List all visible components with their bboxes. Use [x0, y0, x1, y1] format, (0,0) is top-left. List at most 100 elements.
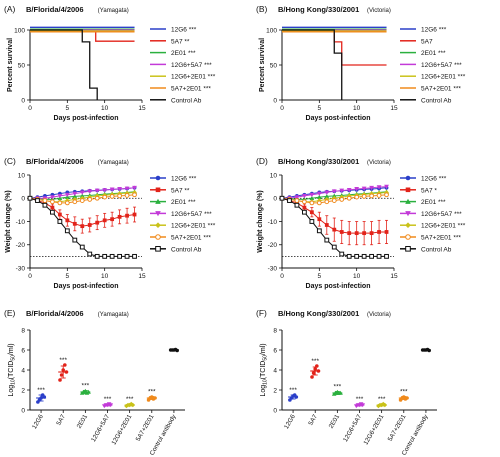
- data-point: [347, 231, 352, 236]
- y-tick-label: 100: [266, 27, 277, 34]
- y-tick-label: 0: [21, 196, 25, 203]
- data-point: [132, 253, 137, 259]
- x-tick-label: 12G6: [31, 413, 45, 430]
- x-tick-label: 5: [66, 273, 70, 280]
- data-point: [132, 192, 137, 198]
- data-point: [316, 200, 322, 206]
- data-point: [124, 193, 130, 198]
- legend-item: 2E01 ***: [400, 50, 446, 57]
- y-tick-label: -30: [16, 265, 26, 272]
- data-point: [309, 200, 315, 206]
- y-tick-label: 0: [21, 407, 25, 414]
- x-tick-label: 15: [138, 273, 146, 280]
- data-point: [354, 194, 360, 200]
- category-group: ***: [331, 384, 343, 396]
- weight-series: [280, 196, 389, 246]
- data-point: [316, 191, 322, 196]
- titer-panel: (E) B/Florida/4/2006 (Yamagata) 0 2 4 6 8 Log10(…: [4, 308, 185, 457]
- data-point: [109, 187, 115, 192]
- legend-label: 12G6 ***: [171, 27, 197, 34]
- y-axis-label: Log10(TCID50/ml): [8, 343, 17, 396]
- legend-marker: [405, 211, 411, 217]
- data-point: [331, 189, 337, 194]
- y-label-part: (TCID: [260, 361, 267, 380]
- legend-item: 5A7+2E01 ***: [150, 86, 211, 93]
- data-point: [384, 253, 389, 259]
- x-tick-label: 0: [28, 105, 32, 112]
- y-tick-label: 6: [273, 347, 277, 354]
- legend-item: 2E01 ***: [400, 198, 446, 206]
- y-axis-label: Percent survival: [7, 38, 14, 92]
- legend-label: 2E01 ***: [171, 199, 196, 206]
- data-point: [324, 199, 330, 205]
- legend-item: Control Ab: [400, 97, 452, 104]
- significance-label: ***: [289, 387, 297, 394]
- x-axis-label: Days post-infection: [54, 283, 119, 290]
- x-tick-label: 5A7+2E01: [387, 413, 408, 443]
- data-point: [87, 223, 92, 227]
- y-label-subscript: 10: [263, 379, 269, 385]
- legend-label: 5A7+2E01 ***: [171, 86, 211, 93]
- x-axis-label: Days post-infection: [306, 115, 371, 122]
- data-point: [117, 187, 122, 192]
- y-axis-label: Weight change (%): [257, 190, 264, 252]
- weight-panel: (D) B/Hong Kong/330/2001 (Victoria) -30 -20 -…: [256, 156, 466, 290]
- strain-title: B/Hong Kong/330/2001: [278, 157, 359, 166]
- legend-label: 2E01 ***: [421, 50, 446, 57]
- data-point: [324, 190, 330, 195]
- data-point: [346, 253, 352, 259]
- data-point: [377, 230, 381, 234]
- data-point: [324, 223, 329, 227]
- data-point: [369, 253, 375, 259]
- legend-marker: [155, 234, 161, 240]
- significance-label: ***: [82, 383, 90, 390]
- legend-item: 12G6+5A7 ***: [400, 211, 462, 218]
- data-point: [87, 189, 93, 194]
- data-point: [117, 214, 122, 219]
- data-point: [361, 253, 367, 259]
- category-group: ***: [36, 387, 47, 404]
- data-point: [354, 253, 360, 259]
- data-point: [132, 185, 137, 191]
- y-tick-label: 2: [21, 387, 25, 394]
- legend-label: 12G6 ***: [171, 176, 197, 183]
- data-point: [339, 230, 344, 234]
- data-point: [302, 205, 307, 210]
- legend-marker: [155, 222, 161, 228]
- x-tick-label: 10: [101, 105, 109, 112]
- legend-marker: [155, 175, 161, 181]
- strain-title: B/Hong Kong/330/2001: [278, 309, 359, 318]
- data-point: [369, 231, 374, 236]
- data-point: [339, 251, 345, 257]
- legend-label: 5A7 **: [171, 38, 190, 45]
- category-group: ***: [310, 358, 321, 379]
- y-tick-label: 8: [21, 327, 25, 334]
- y-tick-label: 0: [273, 97, 277, 104]
- data-point: [42, 202, 48, 208]
- x-tick-label: 2E01: [328, 413, 342, 430]
- data-point: [125, 213, 129, 218]
- strain-title: B/Florida/4/2006: [26, 5, 84, 14]
- category-group: ***: [146, 389, 157, 402]
- data-point: [102, 194, 108, 200]
- y-tick-label: -10: [268, 219, 278, 226]
- significance-label: ***: [104, 396, 112, 403]
- y-tick-label: 50: [270, 62, 278, 69]
- legend-label: 2E01 ***: [171, 50, 196, 57]
- data-point: [109, 193, 115, 199]
- y-tick-label: 4: [273, 367, 277, 374]
- data-point: [117, 253, 122, 259]
- legend-item: 12G6+5A7 ***: [400, 62, 462, 69]
- legend-item: Control Ab: [150, 97, 202, 104]
- data-point: [79, 190, 85, 195]
- data-point: [302, 194, 307, 199]
- x-tick-label: 5A7: [55, 413, 67, 427]
- legend-label: 2E01 ***: [421, 199, 446, 206]
- x-axis-label: Days post-infection: [54, 115, 119, 122]
- data-point: [64, 228, 70, 234]
- data-point: [42, 198, 48, 203]
- data-point: [362, 231, 367, 236]
- data-point: [354, 231, 359, 236]
- data-point: [94, 195, 100, 201]
- legend-label: 5A7+2E01 ***: [421, 86, 461, 93]
